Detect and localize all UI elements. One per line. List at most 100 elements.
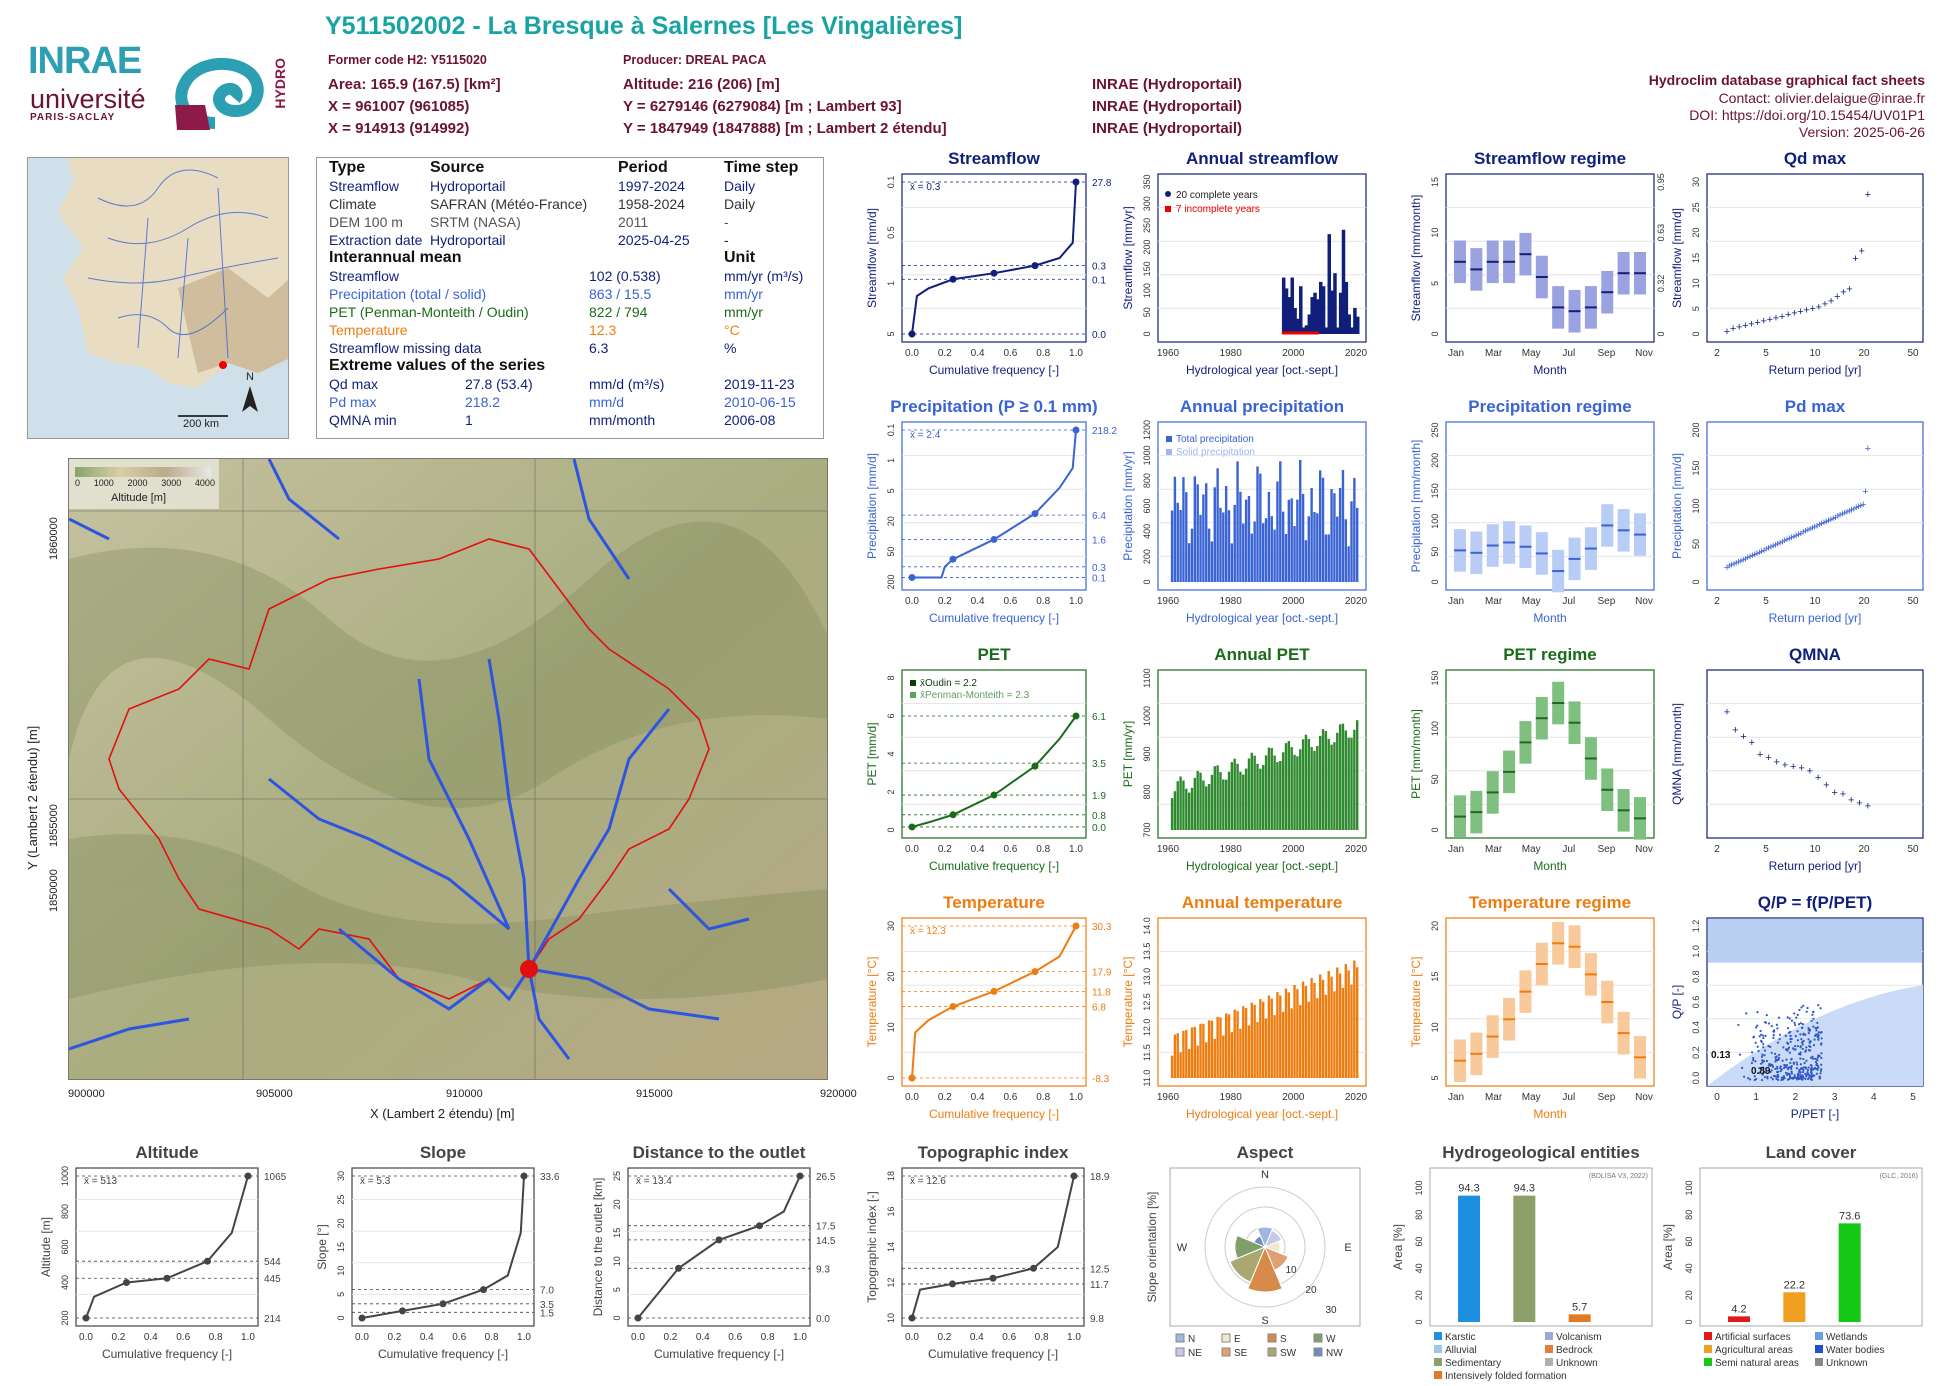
annual_precipitation-panel: Annual precipitationPrecipitation [mm/yr… <box>1121 397 1368 625</box>
topo-xtick: 1.0 <box>1067 1332 1081 1343</box>
annual_temperature-bar <box>1188 1049 1190 1078</box>
qp-scatter-point <box>1797 1045 1799 1047</box>
qp-scatter-point <box>1745 1012 1747 1014</box>
qp-scatter-point <box>1761 1054 1763 1056</box>
landcover-legend-label: Agricultural areas <box>1715 1345 1793 1356</box>
annual_pet-bar <box>1185 789 1187 830</box>
qp-scatter-point <box>1812 1011 1814 1013</box>
slope-ytick: 25 <box>336 1195 346 1205</box>
aspect-legend-label: N <box>1188 1334 1195 1345</box>
annual_precipitation-xtick: 2000 <box>1282 596 1305 607</box>
qp-scatter-point <box>1805 1067 1807 1069</box>
qp-scatter-point <box>1817 1026 1819 1028</box>
qp-scatter-point <box>1787 1048 1789 1050</box>
annual_temperature-bar <box>1191 1027 1193 1078</box>
qp-title: Q/P = f(P/PET) <box>1758 893 1872 912</box>
qmna-point: + <box>1724 706 1730 718</box>
annual_precipitation-bar <box>1259 474 1261 582</box>
annual_temperature-xtick: 2000 <box>1282 1092 1305 1103</box>
annual_pet-bar <box>1191 788 1193 830</box>
annual_streamflow-ytick: 200 <box>1142 240 1152 255</box>
annual_temperature-ytick: 11.5 <box>1142 1044 1152 1061</box>
altitude-ytick: 1000 <box>60 1166 70 1186</box>
annual_precipitation-bar <box>1333 493 1335 582</box>
qp-scatter-point <box>1793 1022 1795 1024</box>
slope-quantile-point <box>359 1315 366 1322</box>
aspect-dir-n: N <box>1261 1169 1269 1181</box>
annual_precipitation-bar <box>1353 478 1355 582</box>
annual_temperature-bar <box>1305 986 1307 1078</box>
annual_pet-bar <box>1330 745 1332 830</box>
annual_precipitation-bar <box>1248 496 1250 582</box>
altitude-xtick: 0.8 <box>209 1332 223 1343</box>
qmna-xtick: 10 <box>1809 844 1821 855</box>
annual_temperature-bar <box>1219 1017 1221 1078</box>
qp-scatter-point <box>1813 1044 1815 1046</box>
qmna-point: + <box>1749 737 1755 749</box>
hydrogeo-legend-label: Intensively folded formation <box>1445 1371 1567 1382</box>
qp-scatter-point <box>1791 1058 1793 1060</box>
qmna-title: QMNA <box>1789 645 1841 664</box>
annual_precipitation-bar <box>1251 534 1253 582</box>
altitude-ytick: 600 <box>60 1239 70 1254</box>
landcover-legend-label: Semi natural areas <box>1715 1358 1799 1369</box>
qp-scatter-point <box>1814 1035 1816 1037</box>
precipitation-xtick: 0.2 <box>938 596 952 607</box>
annual_pet-ytick: 1100 <box>1142 668 1152 687</box>
pet-right-label: 3.5 <box>1092 759 1106 770</box>
annual_streamflow-ytick: 350 <box>1142 174 1152 189</box>
hydrogeo-legend-swatch <box>1434 1345 1442 1353</box>
temperature-xtick: 0.4 <box>971 1092 985 1103</box>
annual_temperature-xtick: 2020 <box>1345 1092 1368 1103</box>
qd_max-ytick: 0 <box>1691 331 1701 336</box>
annual_precipitation-bar <box>1299 460 1301 582</box>
qp-scatter-point <box>1756 1011 1758 1013</box>
annual_precipitation-ylabel: Precipitation [mm/yr] <box>1121 451 1135 560</box>
distance-right-label: 17.5 <box>816 1222 836 1233</box>
annual_temperature-bar <box>1245 1008 1247 1078</box>
precipitation-mean: x̄ = 2.4 <box>910 430 941 441</box>
annual_temperature-bar <box>1279 995 1281 1078</box>
distance-ytick: 0 <box>612 1315 622 1320</box>
topo-ylabel: Topographic index [-] <box>865 1191 879 1302</box>
distance-ylabel: Distance to the outlet [km] <box>591 1178 605 1317</box>
streamflow-xtick: 0.6 <box>1003 348 1017 359</box>
qmna-xtick: 5 <box>1763 844 1769 855</box>
annual_precipitation-bar <box>1208 529 1210 582</box>
qp-scatter-point <box>1820 1064 1822 1066</box>
qp-scatter-point <box>1790 1041 1792 1043</box>
streamflow-ylabel: Streamflow [mm/d] <box>865 208 879 308</box>
qp-scatter-point <box>1780 1065 1782 1067</box>
topo-right-label: 9.8 <box>1090 1314 1104 1325</box>
annual_precipitation-bar <box>1339 488 1341 582</box>
qp-scatter-point <box>1810 1078 1812 1080</box>
annual_precipitation-ytick: 600 <box>1142 498 1152 513</box>
annual_pet-panel: Annual PETPET [mm/yr]Hydrological year [… <box>1121 645 1368 873</box>
hydrogeo-ytick: 80 <box>1414 1210 1424 1220</box>
qp-scatter-point <box>1810 1064 1812 1066</box>
streamflow-title: Streamflow <box>948 149 1040 168</box>
annual_precipitation-bar <box>1216 468 1218 582</box>
temperature-ytick: 20 <box>886 972 896 982</box>
precipitation-right-label: 0.1 <box>1092 573 1106 584</box>
annual_temperature-bar <box>1316 998 1318 1078</box>
slope-xtick: 0.4 <box>420 1332 434 1343</box>
streamflow_regime-right-tick: 0.95 <box>1656 173 1666 191</box>
qp-scatter-point <box>1800 1078 1802 1080</box>
annual_streamflow-ytick: 50 <box>1142 307 1152 317</box>
annual_pet-bar <box>1325 731 1327 830</box>
qd_max-point: + <box>1865 189 1871 201</box>
landcover-bar <box>1839 1223 1861 1322</box>
pet-legend-oudin <box>910 680 916 686</box>
annual_temperature-bar <box>1285 989 1287 1078</box>
qp-scatter-point <box>1785 1048 1787 1050</box>
qp-scatter-point <box>1798 1070 1800 1072</box>
annual_temperature-bar <box>1256 1022 1258 1078</box>
pet-curve <box>912 716 1076 827</box>
qp-scatter-point <box>1791 1072 1793 1074</box>
qp-scatter-point <box>1818 1031 1820 1033</box>
temperature_regime-ytick: 15 <box>1430 972 1440 982</box>
qp-scatter-point <box>1820 1057 1822 1059</box>
annual_pet-bar <box>1171 798 1173 830</box>
aspect-legend-label: NW <box>1326 1348 1343 1359</box>
